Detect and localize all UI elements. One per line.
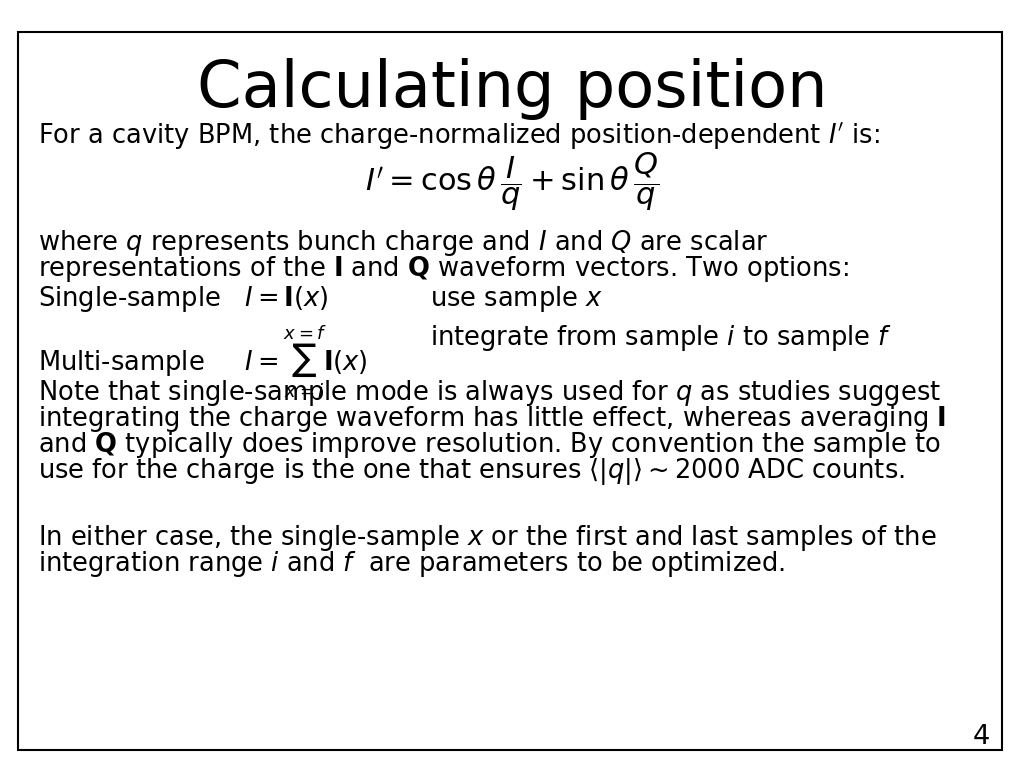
Text: Calculating position: Calculating position — [197, 58, 827, 120]
Text: $I' = \cos\theta\,\dfrac{I}{q} + \sin\theta\,\dfrac{Q}{q}$: $I' = \cos\theta\,\dfrac{I}{q} + \sin\th… — [365, 150, 659, 213]
Text: use for the charge is the one that ensures $\langle|q|\rangle$$\sim$2000 ADC cou: use for the charge is the one that ensur… — [38, 456, 905, 487]
Text: Multi-sample     $I = \sum_{x=i}^{x=f} \mathbf{I}(x)$: Multi-sample $I = \sum_{x=i}^{x=f} \math… — [38, 323, 368, 399]
FancyBboxPatch shape — [18, 32, 1002, 750]
Text: and $\mathbf{Q}$ typically does improve resolution. By convention the sample to: and $\mathbf{Q}$ typically does improve … — [38, 430, 941, 460]
Text: 4: 4 — [973, 724, 990, 750]
Text: representations of the $\mathbf{I}$ and $\mathbf{Q}$ waveform vectors. Two optio: representations of the $\mathbf{I}$ and … — [38, 254, 849, 284]
Text: For a cavity BPM, the charge-normalized position-dependent $I'$ is:: For a cavity BPM, the charge-normalized … — [38, 120, 880, 151]
Text: Note that single-sample mode is always used for $q$ as studies suggest: Note that single-sample mode is always u… — [38, 378, 941, 408]
Text: use sample $x$: use sample $x$ — [430, 284, 603, 314]
Text: In either case, the single-sample $x$ or the first and last samples of the: In either case, the single-sample $x$ or… — [38, 523, 937, 553]
Text: where $q$ represents bunch charge and $I$ and $Q$ are scalar: where $q$ represents bunch charge and $I… — [38, 228, 768, 258]
Text: integration range $i$ and $f$  are parameters to be optimized.: integration range $i$ and $f$ are parame… — [38, 549, 785, 579]
Text: integrating the charge waveform has little effect, whereas averaging $\mathbf{I}: integrating the charge waveform has litt… — [38, 404, 946, 434]
Text: integrate from sample $i$ to sample $f$: integrate from sample $i$ to sample $f$ — [430, 323, 892, 353]
Text: Single-sample   $I = \mathbf{I}(x)$: Single-sample $I = \mathbf{I}(x)$ — [38, 284, 329, 314]
